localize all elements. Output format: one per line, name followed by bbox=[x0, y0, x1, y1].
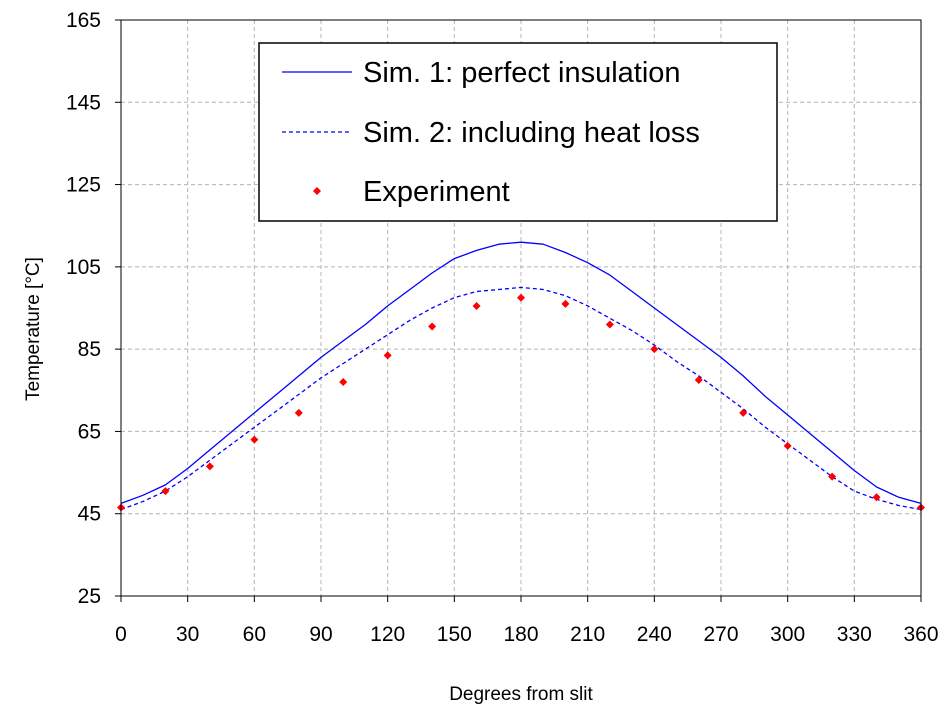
experiment-point bbox=[339, 378, 348, 387]
experiment-point bbox=[472, 301, 481, 310]
legend-sim2-label: Sim. 2: including heat loss bbox=[363, 117, 700, 149]
x-tick-label: 60 bbox=[243, 623, 266, 646]
experiment-point bbox=[650, 345, 659, 354]
x-tick-label: 270 bbox=[703, 623, 738, 646]
x-tick-label: 90 bbox=[309, 623, 332, 646]
x-tick-label: 240 bbox=[637, 623, 672, 646]
y-tick-label: 25 bbox=[78, 585, 101, 608]
y-tick-label: 45 bbox=[78, 503, 101, 526]
experiment-point bbox=[428, 322, 437, 331]
x-tick-label: 0 bbox=[115, 623, 127, 646]
y-axis-ticks: 25 45 65 85 105 125 145 165 bbox=[66, 9, 121, 608]
grid bbox=[121, 20, 921, 596]
x-axis-title: Degrees from slit bbox=[449, 684, 593, 705]
experiment-point bbox=[739, 408, 748, 417]
experiment-point bbox=[561, 299, 570, 308]
legend: Sim. 1: perfect insulation Sim. 2: inclu… bbox=[258, 42, 778, 222]
y-tick-label: 85 bbox=[78, 338, 101, 361]
legend-sim1-label: Sim. 1: perfect insulation bbox=[363, 57, 681, 89]
experiment-point bbox=[250, 435, 259, 444]
experiment-point bbox=[872, 493, 881, 502]
x-tick-label: 360 bbox=[903, 623, 938, 646]
x-tick-label: 330 bbox=[837, 623, 872, 646]
x-tick-label: 30 bbox=[176, 623, 199, 646]
x-tick-label: 180 bbox=[503, 623, 538, 646]
y-tick-label: 65 bbox=[78, 420, 101, 443]
x-tick-label: 150 bbox=[437, 623, 472, 646]
experiment-point bbox=[294, 408, 303, 417]
series-layer bbox=[117, 241, 925, 512]
experiment-point bbox=[828, 472, 837, 481]
experiment-point bbox=[605, 320, 614, 329]
legend-experiment-label: Experiment bbox=[363, 176, 510, 208]
y-tick-label: 145 bbox=[66, 91, 101, 114]
experiment-point bbox=[205, 462, 214, 471]
x-tick-label: 210 bbox=[570, 623, 605, 646]
experiment-point bbox=[517, 293, 525, 302]
legend-experiment-marker bbox=[313, 187, 321, 195]
y-tick-label: 105 bbox=[66, 256, 101, 279]
experiment-point bbox=[383, 351, 392, 360]
x-tick-label: 300 bbox=[770, 623, 805, 646]
experiment-point bbox=[694, 376, 703, 384]
series-line-1 bbox=[120, 241, 922, 505]
y-axis-title: Temperature [°C] bbox=[23, 257, 44, 401]
experiment-point bbox=[161, 487, 170, 496]
experiment-point bbox=[783, 441, 792, 450]
y-tick-label: 165 bbox=[66, 9, 101, 32]
x-tick-label: 120 bbox=[370, 623, 405, 646]
x-axis-ticks: 0 30 60 90 120 150 180 210 240 270 300 330 360 bbox=[115, 596, 939, 646]
y-tick-label: 125 bbox=[66, 174, 101, 197]
